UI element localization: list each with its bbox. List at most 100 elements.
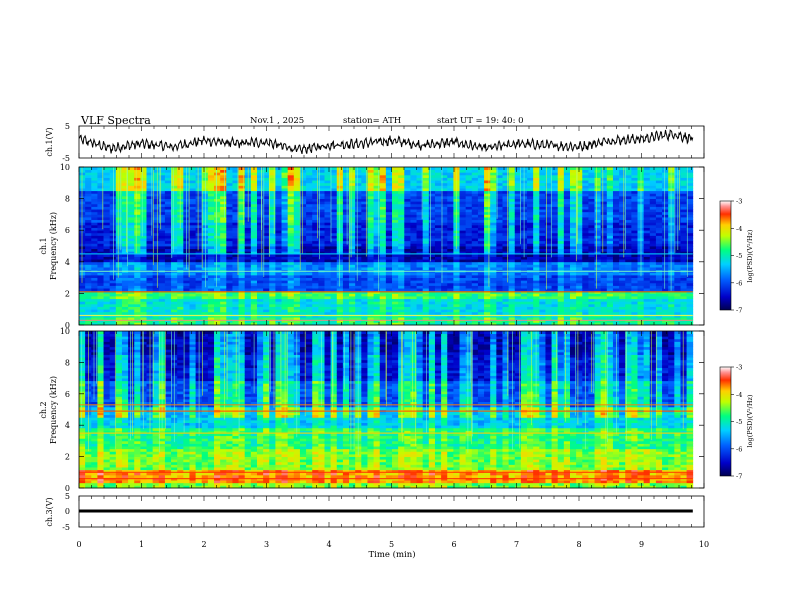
spectrogram-cell (392, 272, 399, 276)
spectrogram-cell (496, 274, 503, 278)
spectrogram-cell (103, 256, 111, 260)
spectrogram-cell (201, 253, 209, 257)
spectrogram-cell (447, 240, 454, 244)
spectrogram-cell (428, 217, 436, 221)
spectrogram-cell (355, 240, 362, 244)
spectrogram-cell (379, 167, 387, 171)
spectrogram-cell (140, 272, 147, 276)
spectrogram-cell (121, 259, 129, 263)
spectrogram-cell (97, 317, 104, 321)
spectrogram-cell (496, 293, 503, 297)
spectrogram-cell (508, 259, 516, 263)
spectrogram-cell (220, 264, 227, 268)
spectrogram-cell (349, 232, 356, 236)
spectrogram-cell (220, 303, 227, 307)
spectrogram-cell (85, 206, 92, 210)
spectrogram-cell (318, 240, 325, 244)
spectrogram-cell (214, 251, 221, 255)
spectrogram-cell (214, 232, 221, 236)
spectrogram-cell (287, 285, 295, 289)
spectrogram-cell (545, 282, 552, 286)
spectrogram-cell (416, 264, 424, 268)
spectrogram-cell (373, 317, 381, 321)
spectrogram-cell (152, 230, 160, 234)
spectrogram-cell (533, 240, 540, 244)
spectrogram-cell (164, 167, 172, 171)
spectrogram-cell (269, 209, 276, 213)
spectrogram-cell (539, 261, 546, 265)
spectrogram-cell (244, 277, 252, 281)
spectrogram-cell (520, 311, 528, 315)
spectrogram-cell (201, 185, 209, 189)
spectrogram-cell (85, 301, 92, 305)
spectrogram-cell (496, 222, 503, 226)
spectrogram-cell (508, 182, 516, 186)
spectrogram-cell (582, 201, 589, 205)
spectrogram-cell (477, 193, 485, 197)
spectrogram-cell (441, 311, 448, 315)
spectrogram-cell (177, 235, 184, 239)
spectrogram-cell (115, 182, 123, 186)
spectrogram-cell (318, 306, 325, 310)
spectrogram-cell (416, 222, 424, 226)
spectrogram-cell (398, 172, 405, 176)
spectrogram-cell (576, 240, 583, 244)
spectrogram-cell (520, 280, 528, 284)
spectrogram-cell (514, 309, 522, 313)
spectrogram-cell (533, 201, 540, 205)
spectrogram-cell (207, 259, 215, 263)
spectrogram-cell (416, 185, 424, 189)
spectrogram-cell (514, 277, 522, 281)
header-date: Nov.1 , 2025 (250, 116, 305, 126)
spectrogram-cell (79, 285, 86, 289)
spectrogram-cell (312, 248, 319, 252)
spectrogram-cell (459, 243, 467, 247)
spectrogram-cell (85, 251, 92, 255)
spectrogram-cell (398, 188, 405, 192)
spectrogram-cell (367, 169, 374, 173)
spectrogram-cell (441, 272, 448, 276)
spectrogram-cell (355, 261, 362, 265)
spectrogram-cell (250, 230, 258, 234)
spectrogram-cell (91, 219, 98, 223)
spectrogram-cell (171, 246, 178, 250)
spectrogram-cell (367, 301, 374, 305)
spectrogram-cell (318, 209, 325, 213)
spectrogram-cell (404, 303, 411, 307)
spectrogram-cell (146, 169, 154, 173)
spectrogram-cell (134, 195, 141, 199)
spectrogram-cell (293, 219, 301, 223)
spectrogram-cell (373, 188, 381, 192)
spectrogram-cell (164, 251, 172, 255)
spectrogram-cell (342, 246, 350, 250)
spectrogram-cell (582, 280, 589, 284)
spectrogram-cell (496, 190, 503, 194)
spectrogram-cell (189, 227, 197, 231)
spectrogram-cell (428, 219, 436, 223)
spectrogram-cell (576, 174, 583, 178)
spectrogram-cell (97, 188, 104, 192)
spectrogram-cell (379, 288, 387, 292)
spectrogram-cell (79, 282, 86, 286)
spectrogram-cell (459, 251, 467, 255)
spectrogram-cell (447, 235, 454, 239)
spectrogram-cell (410, 280, 417, 284)
spectrogram-cell (146, 167, 154, 171)
spectrogram-cell (539, 214, 546, 218)
spectrogram-cell (293, 296, 301, 300)
spectrogram-cell (533, 303, 540, 307)
spectrogram-cell (195, 172, 203, 176)
spectrogram-cell (85, 240, 92, 244)
spectrogram-cell (306, 246, 313, 250)
spectrogram-cell (207, 303, 215, 307)
spectrogram-cell (97, 296, 104, 300)
spectrogram-cell (465, 230, 473, 234)
spectrogram-cell (91, 235, 98, 239)
spectrogram-cell (557, 193, 565, 197)
spectrogram-cell (502, 285, 510, 289)
spectrogram-cell (226, 306, 233, 310)
spectrogram-cell (465, 214, 473, 218)
spectrogram-cell (220, 251, 227, 255)
spectrogram-cell (533, 235, 540, 239)
spectrogram-cell (250, 296, 258, 300)
